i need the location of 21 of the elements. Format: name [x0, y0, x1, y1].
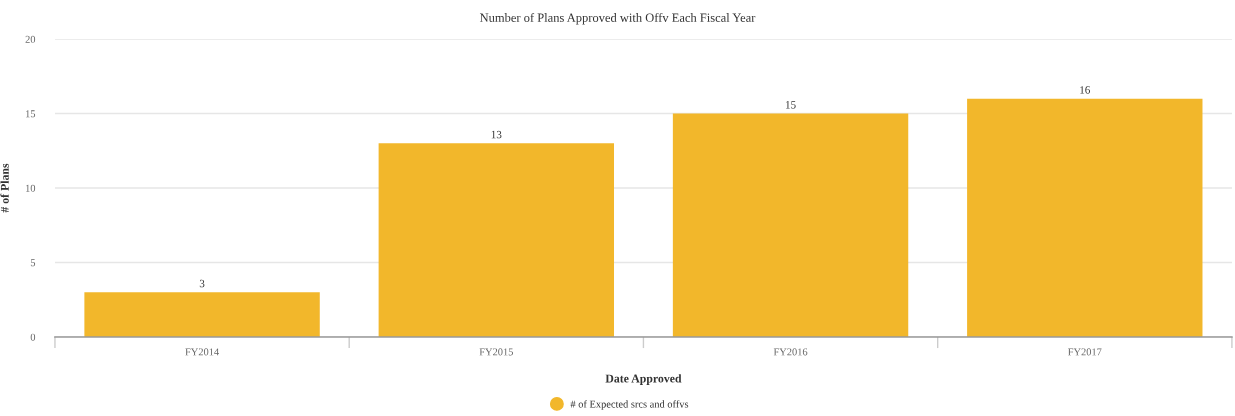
bar	[84, 292, 320, 337]
data-label: 13	[491, 130, 502, 139]
bar	[967, 98, 1203, 337]
data-label: 3	[199, 279, 205, 288]
y-tick-label: 5	[30, 259, 36, 267]
y-tick-label: 20	[25, 35, 36, 43]
legend-label: # of Expected srcs and offvs	[570, 400, 689, 410]
x-tick-label: FY2016	[773, 348, 808, 356]
y-tick-label: 10	[26, 184, 36, 192]
bar	[672, 113, 909, 337]
data-label: 15	[785, 101, 796, 109]
y-tick-label: 0	[30, 333, 36, 341]
x-tick-label: FY2014	[185, 348, 219, 356]
x-tick-label: FY2017	[1068, 348, 1102, 356]
chart-title: Number of Plans Approved with Offv Each Fiscal Year	[479, 12, 756, 25]
bar	[378, 143, 615, 337]
y-axis-title: # of Plans	[0, 163, 9, 213]
data-label: 16	[1080, 86, 1091, 94]
x-tick-label: FY2015	[479, 348, 513, 356]
y-tick-label: 15	[26, 110, 36, 118]
x-axis-title: Date Approved	[605, 374, 682, 385]
